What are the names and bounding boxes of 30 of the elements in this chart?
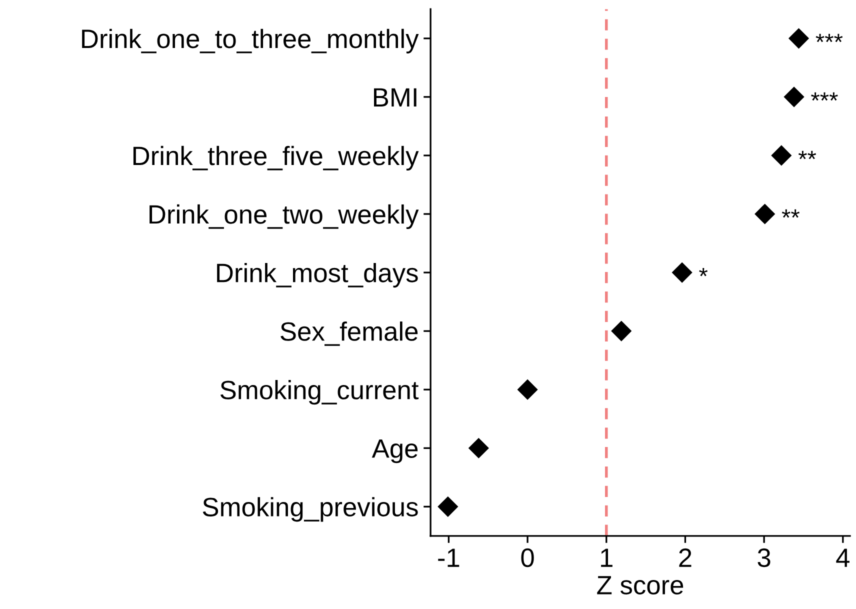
annotation: *** <box>816 34 843 42</box>
point <box>672 262 692 283</box>
x-tick-label: -1 <box>438 548 460 567</box>
point <box>438 496 458 517</box>
y-tick-label: Sex_female <box>280 321 418 346</box>
y-tick-label: Drink_most_days <box>217 262 418 288</box>
point <box>788 28 810 49</box>
x-tick-label: 0 <box>521 548 534 568</box>
x-axis-title: Z score <box>597 576 684 594</box>
point <box>611 320 632 342</box>
y-tick-label: Drink_three_five_weekly <box>133 146 419 170</box>
annotation: ** <box>782 209 800 218</box>
y-tick-label: Age <box>372 440 418 464</box>
x-tick-label: 2 <box>679 548 692 567</box>
annotation: *** <box>811 92 838 101</box>
y-tick-label: Smoking_previous <box>202 497 418 522</box>
y-tick-label: Smoking_current <box>220 380 419 405</box>
point <box>468 438 489 458</box>
y-tick-label: Drink_one_two_weekly <box>150 204 419 230</box>
x-tick-label: 4 <box>836 548 850 567</box>
point <box>784 86 804 108</box>
x-tick-label: 1 <box>601 548 612 567</box>
y-tick-label: Drink_one_to_three_monthly <box>82 28 419 54</box>
point <box>754 204 776 224</box>
point <box>771 145 792 166</box>
annotation: ** <box>798 150 816 160</box>
point <box>517 379 538 400</box>
y-tick-label: BMI <box>374 88 416 106</box>
annotation: * <box>699 268 708 276</box>
x-tick-label: 3 <box>758 548 770 568</box>
